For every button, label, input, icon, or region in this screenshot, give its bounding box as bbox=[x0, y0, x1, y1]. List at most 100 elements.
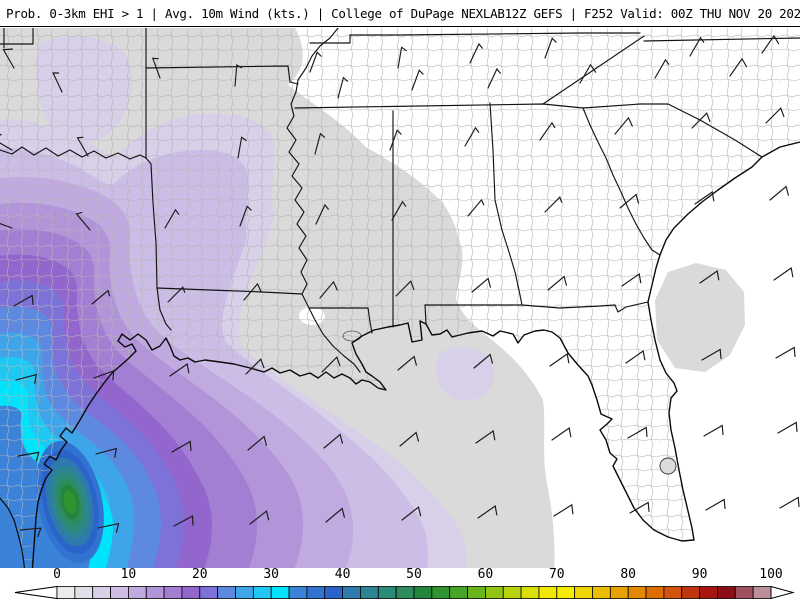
colorbar-segment bbox=[752, 586, 772, 599]
wind-barb bbox=[319, 280, 338, 299]
colorbar-segment bbox=[377, 586, 397, 599]
wind-barb bbox=[625, 350, 646, 364]
colorbar-right-arrow bbox=[770, 585, 795, 600]
wind-barb bbox=[475, 430, 496, 444]
wind-barb bbox=[654, 58, 670, 79]
wind-barb bbox=[761, 34, 780, 54]
wind-barb bbox=[473, 353, 493, 369]
colorbar-tick-labels: 0 10 20 30 40 50 60 70 80 90 100 bbox=[0, 567, 800, 585]
colorbar bbox=[0, 585, 800, 600]
wind-barb bbox=[337, 76, 349, 99]
wind-barb bbox=[775, 346, 796, 359]
wind-barb bbox=[93, 369, 115, 381]
wind-barb bbox=[323, 433, 343, 449]
wind-barbs bbox=[0, 34, 800, 538]
title-bar: Prob. 0-3km EHI > 1 | Avg. 10m Wind (kts… bbox=[0, 0, 800, 27]
colorbar-segment bbox=[288, 586, 308, 599]
wind-barb bbox=[243, 282, 262, 301]
colorbar-segment bbox=[574, 586, 593, 599]
colorbar-segment bbox=[342, 586, 361, 599]
colorbar-segment bbox=[127, 586, 147, 599]
wind-barb bbox=[464, 126, 480, 147]
wind-barb bbox=[627, 426, 648, 439]
wind-barb bbox=[239, 205, 252, 227]
wind-barb bbox=[614, 116, 633, 135]
wind-barb bbox=[389, 129, 402, 151]
product-title: Prob. 0-3km EHI > 1 | Avg. 10m Wind (kts… bbox=[6, 5, 505, 21]
colorbar-segment bbox=[538, 586, 558, 599]
wind-barb bbox=[75, 211, 91, 231]
colorbar-segment bbox=[681, 586, 701, 599]
wind-barb bbox=[411, 69, 424, 91]
wind-barb bbox=[729, 57, 748, 77]
wind-barb bbox=[0, 223, 13, 229]
wind-barb bbox=[13, 294, 34, 307]
wind-barb bbox=[164, 208, 180, 229]
wind-barb bbox=[549, 353, 570, 367]
wind-barb bbox=[391, 200, 407, 221]
colorbar-segment bbox=[270, 586, 290, 599]
colorbar-segment bbox=[413, 586, 433, 599]
wind-barb bbox=[171, 440, 192, 453]
coastline bbox=[31, 141, 800, 576]
wind-barb bbox=[469, 42, 483, 64]
wind-barb bbox=[91, 289, 111, 305]
colorbar-segment bbox=[449, 586, 468, 599]
colorbar-segment bbox=[92, 586, 111, 599]
colorbar-segment bbox=[74, 586, 94, 599]
wind-barb bbox=[694, 191, 715, 205]
wind-barb bbox=[15, 373, 38, 384]
colorbar-left-arrow bbox=[14, 585, 58, 600]
forecast-map bbox=[0, 27, 800, 576]
wind-barb bbox=[689, 36, 705, 57]
colorbar-segment bbox=[56, 586, 76, 599]
colorbar-segment bbox=[431, 586, 451, 599]
colorbar-tick-label: 100 bbox=[759, 567, 783, 582]
wind-barb bbox=[773, 267, 794, 281]
wind-barb bbox=[779, 496, 800, 509]
colorbar-segment bbox=[324, 586, 344, 599]
map-area bbox=[0, 27, 800, 576]
wind-barb bbox=[579, 63, 597, 84]
prob-contour-p2_5 bbox=[655, 263, 745, 372]
colorbar-segment bbox=[520, 586, 540, 599]
wind-barb bbox=[703, 424, 724, 437]
colorbar-segment bbox=[627, 586, 647, 599]
wind-barb bbox=[619, 193, 639, 209]
wind-barb bbox=[95, 447, 118, 458]
colorbar-segment bbox=[502, 586, 522, 599]
wind-barb bbox=[629, 501, 650, 514]
wind-barb bbox=[471, 277, 491, 293]
colorbar-tick-label: 50 bbox=[406, 567, 422, 582]
wind-barb bbox=[769, 185, 789, 201]
wind-barb bbox=[247, 435, 267, 451]
colorbar-segment bbox=[235, 586, 254, 599]
colorbar-tick-label: 30 bbox=[263, 567, 280, 582]
colorbar-segment bbox=[199, 586, 219, 599]
wind-barb bbox=[705, 498, 726, 511]
wind-barb bbox=[467, 198, 485, 217]
colorbar-segment bbox=[609, 586, 629, 599]
lake-okeechobee bbox=[659, 457, 677, 475]
wind-barb bbox=[76, 136, 89, 157]
prob-ring-p52_5 bbox=[63, 490, 77, 514]
colorbar-segment bbox=[734, 586, 754, 599]
wind-barb bbox=[245, 358, 265, 375]
colorbar-segment bbox=[145, 586, 165, 599]
colorbar-segment bbox=[699, 586, 718, 599]
colorbar-tick-label: 0 bbox=[53, 567, 61, 582]
wind-barb bbox=[399, 431, 419, 447]
colorbar-tick-label: 40 bbox=[334, 567, 351, 582]
colorbar-segment bbox=[717, 586, 736, 599]
wind-barb bbox=[169, 363, 190, 377]
colorbar-segment bbox=[306, 586, 326, 599]
colorbar-tick-label: 70 bbox=[548, 567, 565, 582]
wind-barb bbox=[551, 427, 572, 441]
wind-barb bbox=[52, 72, 63, 93]
colorbar-tick-label: 10 bbox=[120, 567, 137, 582]
colorbar-segment bbox=[467, 586, 486, 599]
colorbar-segment bbox=[217, 586, 236, 599]
wind-barb bbox=[234, 64, 243, 87]
colorbar-segment bbox=[592, 586, 611, 599]
